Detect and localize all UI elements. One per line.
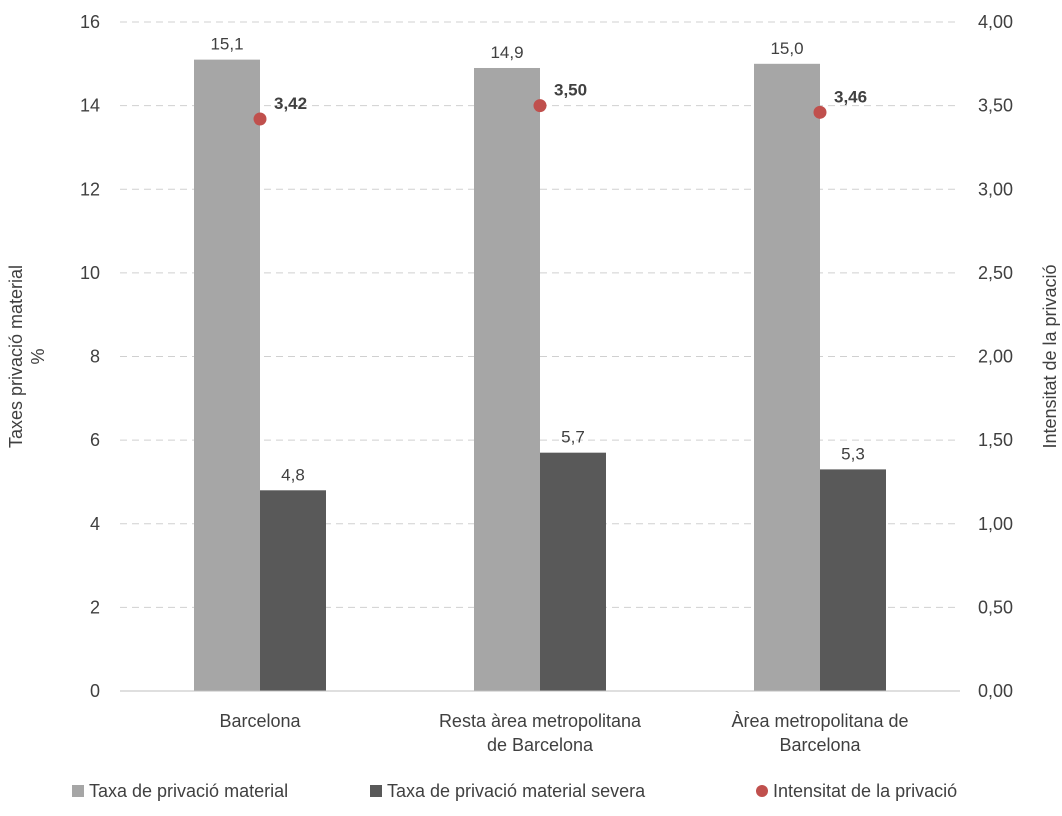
bar [754,63,820,691]
y-left-axis-title: Taxes privació material% [6,265,48,448]
y-left-tick-label: 10 [80,263,100,283]
point-layer: 3,42 3,50 3,46 [253,81,867,126]
legend-swatch [72,785,84,797]
y-right-tick-label: 2,50 [978,263,1013,283]
y-right-tick-label: 0,00 [978,681,1013,701]
y-right-tick-label: 4,00 [978,12,1013,32]
y-left-tick-label: 0 [90,681,100,701]
bar-layer: 15,1 4,8 14,9 5,7 15,0 5,3 [194,35,886,692]
point-data-label: 3,42 [274,94,307,113]
y-left-tick-label: 12 [80,179,100,199]
legend-label: Taxa de privació material [89,781,288,801]
legend-marker [756,785,768,797]
x-category-label: Àrea metropolitana de Barcelona [731,711,908,755]
point-data-label: 3,46 [834,87,867,106]
y-left-tick-label: 8 [90,347,100,367]
x-category-label-line: Barcelona [779,735,861,755]
axis-layer: 0 2 4 6 8 10 12 14 16 0,00 0,50 1,00 1,50 2,00 2,50 3,0… [6,12,1060,755]
y-left-tick-label: 16 [80,12,100,32]
legend-label: Taxa de privació material severa [387,781,646,801]
y-right-tick-label: 3,50 [978,96,1013,116]
legend-swatch [370,785,382,797]
y-right-tick-label: 2,00 [978,347,1013,367]
bar-data-label: 5,3 [841,444,865,463]
bar [820,469,886,691]
bar-data-label: 5,7 [561,428,585,447]
bar-data-label: 15,1 [210,35,243,54]
point [253,112,267,126]
bar-data-label: 14,9 [490,43,523,62]
x-category-label-line: Resta àrea metropolitana [439,711,642,731]
y-right-tick-label: 1,00 [978,514,1013,534]
y-left-axis-title-line: % [28,348,48,364]
y-left-tick-label: 2 [90,597,100,617]
bar-data-label: 4,8 [281,465,305,484]
y-left-axis-title-line: Taxes privació material [6,265,26,448]
x-category-label-line: de Barcelona [487,735,594,755]
point [813,105,827,119]
bar-data-label: 15,0 [770,39,803,58]
y-right-axis-title: Intensitat de la privació [1040,264,1060,448]
legend-label: Intensitat de la privació [773,781,957,801]
x-category-label-line: Barcelona [219,711,301,731]
bar [540,452,606,691]
bar [474,67,540,691]
point-data-label: 3,50 [554,81,587,100]
y-left-tick-label: 14 [80,96,100,116]
y-right-tick-label: 0,50 [978,597,1013,617]
bar [194,59,260,692]
y-left-tick-label: 4 [90,514,100,534]
legend-layer: Taxa de privació material Taxa de privaci… [72,781,957,801]
y-right-tick-label: 3,00 [978,179,1013,199]
x-category-label-line: Àrea metropolitana de [731,711,908,731]
point [533,99,547,113]
x-category-label: Barcelona [219,711,301,731]
bar [260,490,326,691]
x-category-label: Resta àrea metropolitana de Barcelona [439,711,642,755]
y-left-tick-label: 6 [90,430,100,450]
y-right-tick-label: 1,50 [978,430,1013,450]
